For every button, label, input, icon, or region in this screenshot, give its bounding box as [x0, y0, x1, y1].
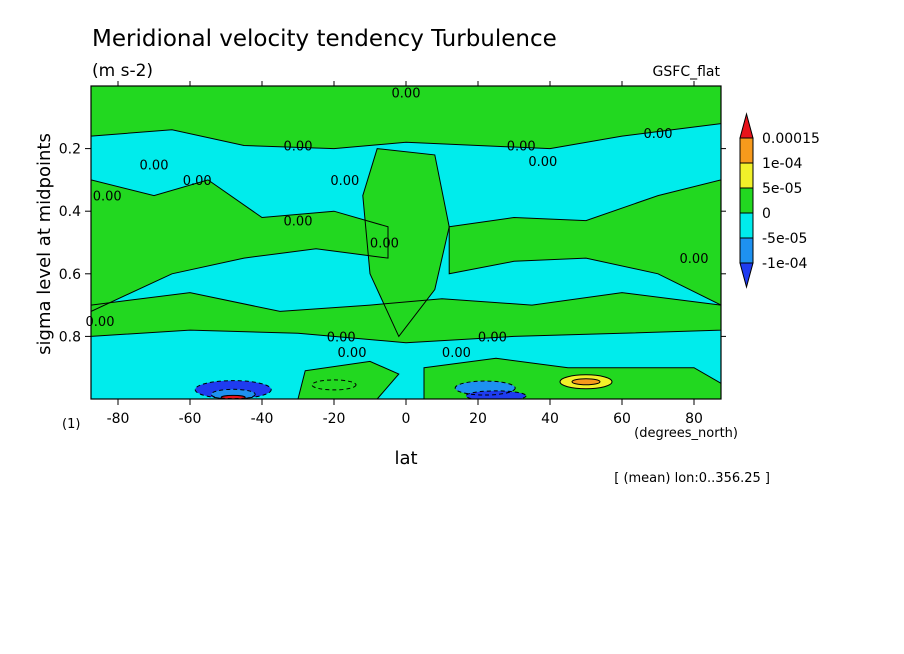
negative-core-sh — [210, 388, 256, 399]
colorbar-level-label: -1e-04 — [762, 256, 808, 272]
x-tick-label: 40 — [541, 411, 559, 427]
contour-sh-20 — [311, 379, 357, 391]
contour-label: 0.00 — [327, 330, 356, 345]
x-axis-label: lat — [394, 448, 417, 469]
x-tick-label: -20 — [323, 411, 346, 427]
contour-label: 0.00 — [284, 139, 313, 154]
colorbar-level-label: -5e-05 — [762, 231, 807, 247]
y-tick-label: 0.8 — [59, 329, 81, 345]
colorbar-extend-bottom — [739, 262, 754, 289]
green-patch-nh-surface-contour — [423, 357, 721, 399]
contour-label: 0.00 — [680, 252, 709, 267]
positive-patch-nh — [559, 374, 613, 390]
y-tick-label: 0.2 — [59, 142, 81, 158]
colorbar-level-label: 0.00015 — [762, 131, 820, 147]
x-axis-units: (degrees_north) — [634, 426, 738, 441]
green-band-mid-north — [449, 179, 721, 306]
green-band-top — [91, 86, 721, 149]
colorbar-swatch — [739, 187, 754, 214]
green-band-mid-south — [91, 179, 388, 312]
contour-label: 0.00 — [284, 215, 313, 230]
positive-sliver-sh — [221, 395, 246, 399]
negative-extreme-sh — [194, 380, 272, 399]
colorbar-swatch — [739, 137, 754, 164]
contour-label: 0.00 — [392, 86, 421, 101]
x-tick-label: 20 — [469, 411, 487, 427]
panel-label: (1) — [62, 417, 80, 432]
colorbar-swatch — [739, 237, 754, 264]
negative-patch-nh — [454, 380, 516, 396]
positive-core-nh — [571, 378, 601, 386]
colorbar-extend-top — [739, 112, 754, 139]
green-column-equator-contour — [362, 148, 450, 338]
contour-label: 0.00 — [528, 155, 557, 170]
colorbar-level-label: 5e-05 — [762, 181, 802, 197]
contour-label: 0.00 — [370, 237, 399, 252]
green-patch-sh-surface — [298, 361, 399, 399]
colorbar-swatch — [739, 162, 754, 189]
positive-core-nh — [572, 378, 600, 385]
x-tick-label: -60 — [179, 411, 202, 427]
plot-area — [91, 86, 721, 399]
x-tick-label: 80 — [685, 411, 703, 427]
contour-label: 0.00 — [442, 346, 471, 361]
colorbar-level-label: 1e-04 — [762, 156, 802, 172]
x-tick-label: -80 — [107, 411, 130, 427]
positive-sliver-sh — [220, 394, 246, 399]
contour-label: 0.00 — [140, 158, 169, 173]
green-band-mid-south-contour — [91, 179, 389, 312]
contour-label: 0.00 — [478, 330, 507, 345]
footer-note: [ (mean) lon:0..356.25 ] — [614, 471, 770, 486]
contour-label: 0.00 — [183, 174, 212, 189]
y-tick-label: 0.6 — [59, 267, 81, 283]
x-tick-label: 60 — [613, 411, 631, 427]
y-tick-label: 0.4 — [59, 204, 81, 220]
x-tick-label: -40 — [251, 411, 274, 427]
chart-units: (m s-2) — [92, 61, 153, 81]
colorbar-level-label: 0 — [762, 206, 771, 222]
y-axis-label: sigma level at midpoints — [34, 133, 55, 355]
green-patch-sh-surface-contour — [297, 360, 400, 399]
contour-label: 0.00 — [507, 139, 536, 154]
negative-extreme-nh — [465, 390, 527, 399]
green-band-top-contour — [91, 86, 721, 150]
contour-label: 0.00 — [93, 190, 122, 205]
green-column-equator — [362, 148, 450, 337]
green-band-lower-contour — [91, 292, 721, 344]
contour-label: 0.00 — [330, 174, 359, 189]
contour-label: 0.00 — [644, 127, 673, 142]
colorbar-swatch — [739, 212, 754, 239]
chart-source: GSFC_flat — [653, 64, 721, 80]
colorbar: 0.00015 1e-04 5e-05 0 -5e-05 -1e-04 — [739, 112, 820, 289]
contour-label: 0.00 — [86, 315, 115, 330]
x-tick-label: 0 — [402, 411, 411, 427]
chart-title: Meridional velocity tendency Turbulence — [92, 26, 557, 52]
green-band-mid-north-contour — [448, 179, 721, 306]
contour-label: 0.00 — [338, 346, 367, 361]
